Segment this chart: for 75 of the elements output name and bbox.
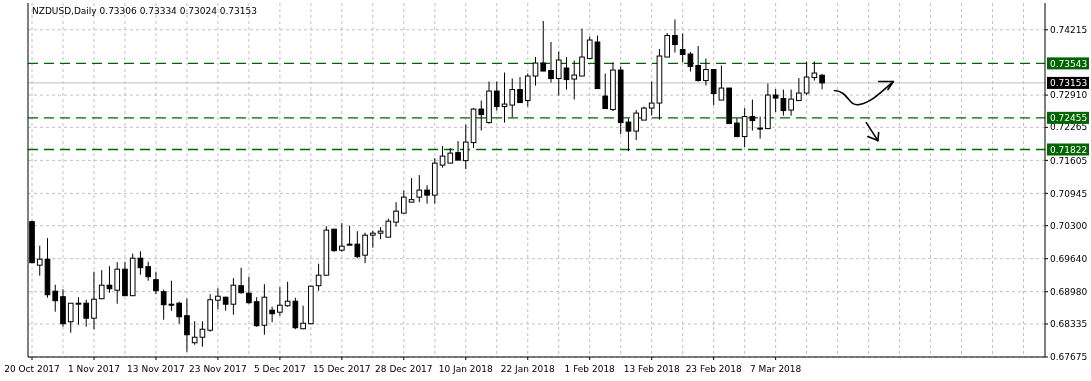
chart-title: NZDUSD,Daily 0.73306 0.73334 0.73024 0.73153 [32, 6, 258, 16]
candlestick [246, 276, 252, 305]
candlestick [602, 73, 609, 110]
candlestick [555, 51, 562, 97]
x-tick-label: 20 Oct 2017 [4, 364, 60, 374]
candlestick [269, 306, 275, 323]
candlestick [416, 174, 423, 203]
y-tick-label: 0.71605 [1050, 155, 1088, 166]
candlestick [796, 77, 802, 102]
candlestick [238, 267, 244, 295]
candlestick [400, 190, 407, 214]
candlestick [114, 261, 121, 305]
x-tick-label: 22 Jan 2018 [500, 364, 555, 374]
candlestick [788, 89, 794, 117]
candlestick [331, 228, 337, 253]
candlestick [703, 58, 709, 87]
candlestick [633, 109, 640, 141]
y-tick-label: 0.67675 [1050, 352, 1088, 363]
x-tick-label: 23 Nov 2017 [189, 364, 247, 374]
y-tick-label: 0.72910 [1050, 90, 1088, 101]
x-tick-label: 5 Dec 2017 [253, 364, 306, 374]
candlestick [176, 301, 182, 325]
y-tick-label: 0.72265 [1050, 122, 1088, 133]
x-tick-label: 1 Nov 2017 [68, 364, 120, 374]
ref-line-label: 0.71822 [1050, 144, 1088, 155]
candlestick [91, 271, 97, 330]
candlestick [215, 287, 221, 310]
x-tick-label: 23 Feb 2018 [685, 364, 742, 374]
candlestick [664, 32, 671, 58]
candlestick [393, 201, 399, 228]
candlestick [695, 45, 701, 83]
candlestick [548, 41, 554, 84]
candlestick [563, 56, 570, 91]
candlestick [509, 78, 516, 118]
candlestick [734, 117, 740, 138]
candlestick [501, 72, 508, 124]
candlestick [36, 245, 43, 277]
y-tick-label: 0.74215 [1050, 24, 1088, 35]
candlestick [455, 140, 461, 161]
candlestick [579, 28, 585, 77]
candlestick [145, 261, 152, 282]
candlestick [424, 184, 430, 205]
x-tick-label: 7 Mar 2018 [749, 364, 802, 374]
candlestick [339, 222, 345, 253]
candlestick [153, 271, 159, 295]
candlestick [532, 56, 539, 87]
candlestick [672, 19, 678, 54]
candlestick [493, 81, 500, 112]
y-tick-label: 0.68335 [1050, 319, 1088, 330]
x-tick-label: 10 Jan 2018 [438, 364, 494, 374]
candlestick [362, 232, 368, 264]
candlestick [571, 60, 578, 101]
candlestick [75, 296, 82, 326]
y-tick-label: 0.70945 [1050, 188, 1088, 199]
ref-line-label: 0.73153 [1050, 78, 1088, 89]
y-tick-label: 0.69640 [1050, 253, 1088, 264]
candlestick [462, 124, 469, 170]
ref-line-label: 0.72455 [1050, 112, 1088, 123]
candlestick [52, 284, 59, 313]
candlestick [517, 76, 523, 104]
x-tick-label: 1 Feb 2018 [564, 364, 616, 374]
ref-line-label: 0.73543 [1050, 58, 1088, 69]
candlestick [540, 20, 547, 72]
y-tick-label: 0.68980 [1050, 286, 1088, 297]
x-tick-label: 28 Dec 2017 [375, 364, 433, 374]
x-tick-label: 13 Nov 2017 [127, 364, 185, 374]
candlestick [757, 116, 763, 140]
candlestick [408, 177, 415, 203]
y-tick-label: 0.70300 [1050, 220, 1088, 231]
x-tick-label: 15 Dec 2017 [313, 364, 371, 374]
candlestick [67, 302, 74, 334]
candlestick [184, 298, 190, 353]
x-tick-label: 13 Feb 2018 [623, 364, 680, 374]
candlestick [277, 286, 283, 317]
candlestick [83, 299, 90, 328]
